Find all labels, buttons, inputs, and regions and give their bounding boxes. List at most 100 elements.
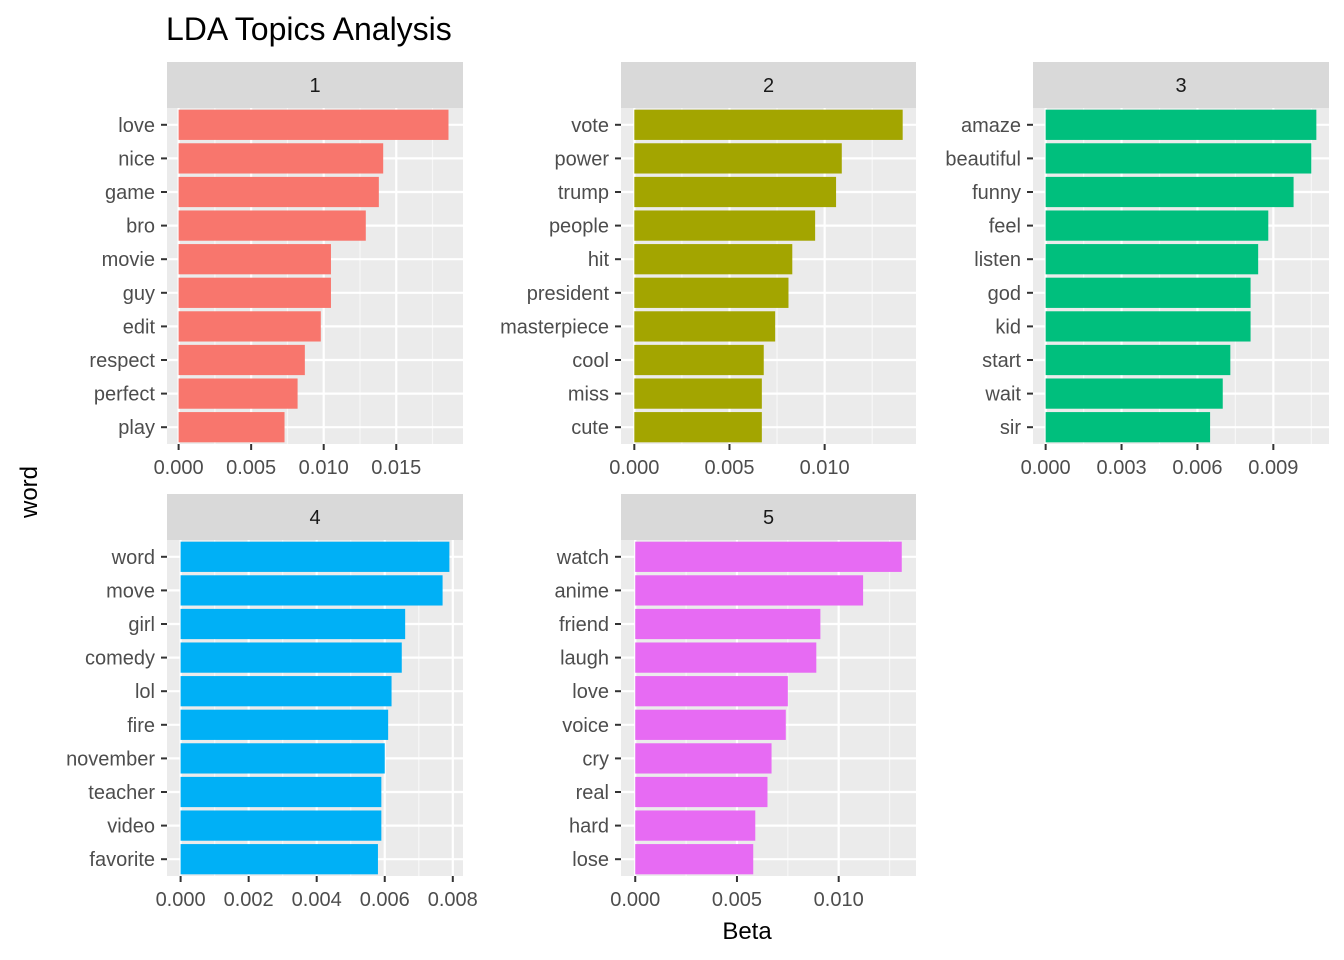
y-tick-label: move [106,580,155,602]
y-tick-label: guy [123,283,155,305]
y-tick-label: vote [571,115,609,137]
y-tick-label: girl [128,614,155,636]
bar-real [635,776,768,808]
bar-movie [178,244,331,275]
x-tick-label: 0.005 [226,457,276,479]
bar-laugh [635,642,817,673]
bar-friend [635,608,821,640]
facet-strip [621,494,916,540]
bar-people [634,210,816,241]
x-tick-label: 0.009 [1248,457,1298,479]
y-tick-label: real [576,782,609,804]
bar-guy [178,277,331,308]
y-tick-label: lol [135,681,155,703]
bar-edit [178,311,321,342]
facet-strip-label: 1 [309,75,320,97]
y-tick-label: cool [572,350,609,372]
bar-power [634,143,842,174]
x-tick-label: 0.005 [704,457,754,479]
y-tick-label: miss [568,384,609,406]
bar-god [1045,277,1251,308]
bar-comedy [180,642,402,673]
bar-vote [634,109,903,140]
y-tick-label: game [105,182,155,204]
y-tick-label: president [527,283,610,305]
x-tick-label: 0.000 [156,889,206,911]
x-tick-label: 0.004 [292,889,342,911]
bar-hard [635,810,756,841]
y-tick-label: cute [571,417,609,439]
facet-strip-label: 3 [1175,75,1186,97]
y-tick-label: favorite [89,849,155,871]
bar-sir [1045,412,1211,443]
y-tick-label: video [107,816,155,838]
facet-strip-label: 5 [763,507,774,529]
y-tick-label: wait [984,384,1021,406]
facet-strip [167,62,463,108]
facet-strip-label: 4 [309,507,320,529]
y-tick-label: love [572,681,609,703]
x-tick-label: 0.008 [428,889,478,911]
y-tick-label: comedy [85,648,155,670]
bar-play [178,412,285,443]
y-tick-label: funny [972,182,1021,204]
y-tick-label: hard [569,816,609,838]
y-tick-label: laugh [560,648,609,670]
bar-love [635,676,788,707]
y-axis-title: word [16,466,43,519]
bar-perfect [178,378,298,409]
bar-cool [634,344,764,376]
y-tick-label: people [549,216,609,238]
facet-panels: 1 love nice game bro movie guy edit respect perfe… [66,62,1329,911]
bar-listen [1045,244,1259,275]
bar-fire [180,709,389,740]
facet-panel-4: 4 word move girl comedy lol fire november teache… [66,494,478,911]
y-tick-label: anime [555,580,609,602]
bar-amaze [1045,109,1317,140]
x-tick-label: 0.000 [610,889,660,911]
facet-strip [621,62,916,108]
facet-strip [167,494,463,540]
facet-panel-3: 3 amaze beautiful funny feel listen god kid star… [945,62,1329,479]
bar-kid [1045,311,1251,342]
x-tick-label: 0.015 [371,457,421,479]
y-tick-label: edit [123,316,156,338]
x-tick-label: 0.000 [609,457,659,479]
y-tick-label: movie [102,249,155,271]
facet-strip-label: 2 [763,75,774,97]
bar-bro [178,210,366,241]
x-tick-label: 0.000 [154,457,204,479]
bar-video [180,810,382,841]
bar-nice [178,143,384,174]
bar-miss [634,378,762,409]
bar-cute [634,412,762,443]
bar-masterpiece [634,311,776,342]
facet-panel-5: 5 watch anime friend laugh love voice cry real ha… [555,494,916,911]
y-tick-label: beautiful [945,148,1021,170]
bar-lol [180,676,392,707]
bar-president [634,277,789,308]
y-tick-label: masterpiece [500,316,609,338]
bar-cry [635,743,772,774]
y-tick-label: teacher [88,782,155,804]
x-tick-label: 0.006 [360,889,410,911]
x-tick-label: 0.002 [224,889,274,911]
y-tick-label: friend [559,614,609,636]
x-tick-label: 0.010 [814,889,864,911]
x-tick-label: 0.005 [712,889,762,911]
x-tick-label: 0.003 [1097,457,1147,479]
bar-start [1045,344,1231,376]
y-tick-label: hit [588,249,610,271]
x-tick-label: 0.010 [299,457,349,479]
bar-respect [178,344,305,376]
y-tick-label: kid [995,316,1021,338]
bar-love [178,109,449,140]
bar-trump [634,176,837,208]
y-tick-label: fire [127,715,155,737]
bar-move [180,575,443,606]
bar-feel [1045,210,1269,241]
bar-beautiful [1045,143,1312,174]
x-tick-label: 0.010 [800,457,850,479]
bar-girl [180,608,406,640]
